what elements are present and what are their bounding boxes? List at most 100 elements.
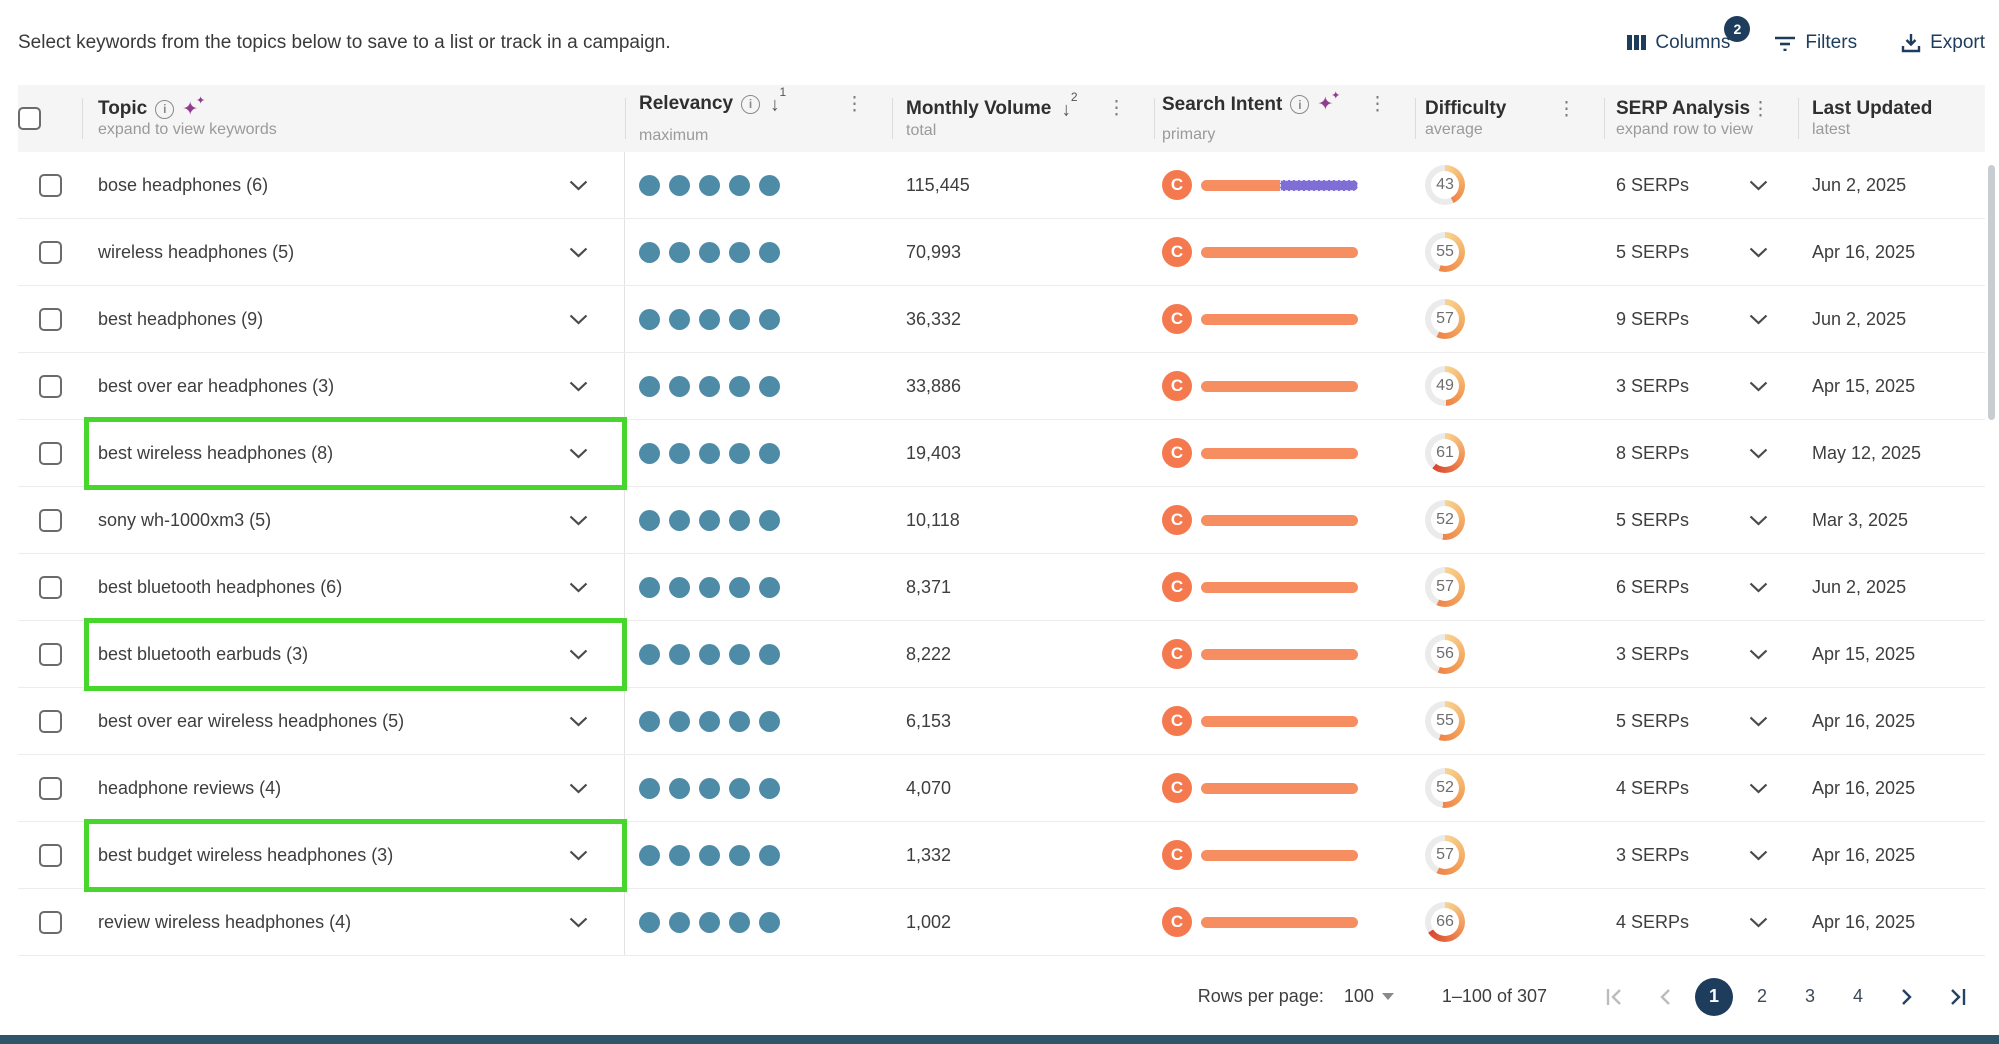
expand-chevron-icon[interactable] xyxy=(569,783,588,794)
search-intent-badge: C xyxy=(1162,639,1192,669)
column-header-search-intent[interactable]: Search Intent i ✦ ⋮ primary xyxy=(1154,85,1415,152)
export-button[interactable]: Export xyxy=(1901,32,1985,54)
rows-per-page-select[interactable]: 100 xyxy=(1344,986,1394,1007)
relevancy-dot xyxy=(759,777,780,799)
first-page-button[interactable] xyxy=(1595,977,1635,1017)
expand-chevron-icon[interactable] xyxy=(569,314,588,325)
expand-serp-chevron-icon[interactable] xyxy=(1749,515,1768,526)
expand-chevron-icon[interactable] xyxy=(569,582,588,593)
column-header-difficulty[interactable]: Difficulty ⋮ average xyxy=(1415,85,1604,152)
info-icon[interactable]: i xyxy=(155,99,175,119)
relevancy-header-subtitle: maximum xyxy=(639,126,709,144)
difficulty-gauge: 57 xyxy=(1425,835,1465,875)
expand-serp-chevron-icon[interactable] xyxy=(1749,783,1768,794)
expand-chevron-icon[interactable] xyxy=(569,515,588,526)
expand-chevron-icon[interactable] xyxy=(569,716,588,727)
page-button-2[interactable]: 2 xyxy=(1756,986,1767,1006)
expand-serp-chevron-icon[interactable] xyxy=(1749,381,1768,392)
volume-header-label: Monthly Volume xyxy=(906,97,1052,119)
row-checkbox[interactable] xyxy=(38,575,62,599)
relevancy-dot xyxy=(669,509,690,531)
expand-serp-chevron-icon[interactable] xyxy=(1749,247,1768,258)
expand-chevron-icon[interactable] xyxy=(569,247,588,258)
row-checkbox[interactable] xyxy=(38,910,62,934)
expand-chevron-icon[interactable] xyxy=(569,381,588,392)
filter-icon xyxy=(1775,36,1796,51)
monthly-volume-value: 1,332 xyxy=(906,844,952,865)
difficulty-header-label: Difficulty xyxy=(1425,98,1507,119)
search-intent-bar xyxy=(1201,715,1358,727)
expand-chevron-icon[interactable] xyxy=(569,649,588,660)
sort-descending-icon[interactable]: ↓1 xyxy=(770,85,787,116)
page-button-4[interactable]: 4 xyxy=(1852,986,1863,1006)
intent-segment-orange xyxy=(1201,246,1358,258)
row-checkbox[interactable] xyxy=(38,374,62,398)
row-checkbox[interactable] xyxy=(38,843,62,867)
volume-header-subtitle: total xyxy=(906,122,937,140)
column-header-monthly-volume[interactable]: Monthly Volume ↓2 ⋮ total xyxy=(892,85,1154,152)
column-header-serp-analysis[interactable]: SERP Analysis ⋮ expand row to view xyxy=(1604,85,1798,152)
relevancy-dot xyxy=(759,241,780,263)
row-checkbox[interactable] xyxy=(38,441,62,465)
expand-serp-chevron-icon[interactable] xyxy=(1749,448,1768,459)
column-header-last-updated[interactable]: Last Updated latest xyxy=(1798,85,1985,152)
select-all-checkbox[interactable] xyxy=(18,107,41,130)
row-checkbox[interactable] xyxy=(38,173,62,197)
expand-chevron-icon[interactable] xyxy=(569,180,588,191)
column-menu-icon[interactable]: ⋮ xyxy=(1557,98,1576,120)
expand-serp-chevron-icon[interactable] xyxy=(1749,917,1768,928)
topic-label: wireless headphones (5) xyxy=(98,241,295,262)
monthly-volume-value: 115,445 xyxy=(906,174,970,195)
row-checkbox[interactable] xyxy=(38,240,62,264)
page-number-buttons: 1 2 3 4 xyxy=(1695,977,1877,1016)
relevancy-dot xyxy=(699,442,720,464)
monthly-volume-value: 36,332 xyxy=(906,308,962,329)
expand-serp-chevron-icon[interactable] xyxy=(1749,850,1768,861)
relevancy-dot xyxy=(759,442,780,464)
expand-chevron-icon[interactable] xyxy=(569,448,588,459)
expand-chevron-icon[interactable] xyxy=(569,850,588,861)
expand-serp-chevron-icon[interactable] xyxy=(1749,180,1768,191)
expand-serp-chevron-icon[interactable] xyxy=(1749,582,1768,593)
sort-descending-icon[interactable]: ↓2 xyxy=(1061,89,1078,121)
caret-down-icon xyxy=(1381,993,1394,1000)
relevancy-dot xyxy=(699,844,720,866)
filters-button-label: Filters xyxy=(1805,31,1858,53)
row-checkbox[interactable] xyxy=(38,307,62,331)
expand-chevron-icon[interactable] xyxy=(569,917,588,928)
previous-page-button[interactable] xyxy=(1645,977,1685,1017)
last-updated-value: Mar 3, 2025 xyxy=(1812,509,1909,530)
page-button-1[interactable]: 1 xyxy=(1695,977,1733,1016)
search-intent-badge: C xyxy=(1162,304,1192,334)
difficulty-value: 55 xyxy=(1436,712,1454,729)
column-header-relevancy[interactable]: Relevancy i ↓1 ⋮ maximum xyxy=(625,85,892,152)
columns-button[interactable]: Columns 2 xyxy=(1627,15,1751,54)
topic-label: sony wh-1000xm3 (5) xyxy=(98,509,272,530)
row-checkbox[interactable] xyxy=(38,642,62,666)
column-menu-icon[interactable]: ⋮ xyxy=(1368,94,1387,115)
last-page-button[interactable] xyxy=(1937,977,1977,1017)
row-checkbox[interactable] xyxy=(38,776,62,800)
difficulty-value: 55 xyxy=(1436,243,1454,260)
expand-serp-chevron-icon[interactable] xyxy=(1749,649,1768,660)
info-icon[interactable]: i xyxy=(1290,95,1310,114)
row-checkbox[interactable] xyxy=(38,709,62,733)
serp-count: 8 SERPs xyxy=(1616,442,1690,463)
column-menu-icon[interactable]: ⋮ xyxy=(845,93,864,115)
page-button-3[interactable]: 3 xyxy=(1804,986,1815,1006)
expand-serp-chevron-icon[interactable] xyxy=(1749,314,1768,325)
next-page-button[interactable] xyxy=(1887,977,1927,1017)
column-menu-icon[interactable]: ⋮ xyxy=(1751,98,1770,120)
row-checkbox[interactable] xyxy=(38,508,62,532)
filters-button[interactable]: Filters xyxy=(1774,32,1857,54)
difficulty-gauge: 55 xyxy=(1425,232,1465,272)
relevancy-dots xyxy=(625,420,892,486)
vertical-scrollbar[interactable] xyxy=(1988,165,1995,420)
column-header-topic[interactable]: Topic i ✦ expand to view keywords xyxy=(82,85,625,152)
relevancy-dot xyxy=(759,375,780,397)
column-menu-icon[interactable]: ⋮ xyxy=(1107,98,1126,120)
expand-serp-chevron-icon[interactable] xyxy=(1749,716,1768,727)
search-intent-bar xyxy=(1201,916,1358,928)
table-row: best bluetooth earbuds (3) 8,222 C 56 3 … xyxy=(18,618,1985,691)
info-icon[interactable]: i xyxy=(741,94,761,114)
